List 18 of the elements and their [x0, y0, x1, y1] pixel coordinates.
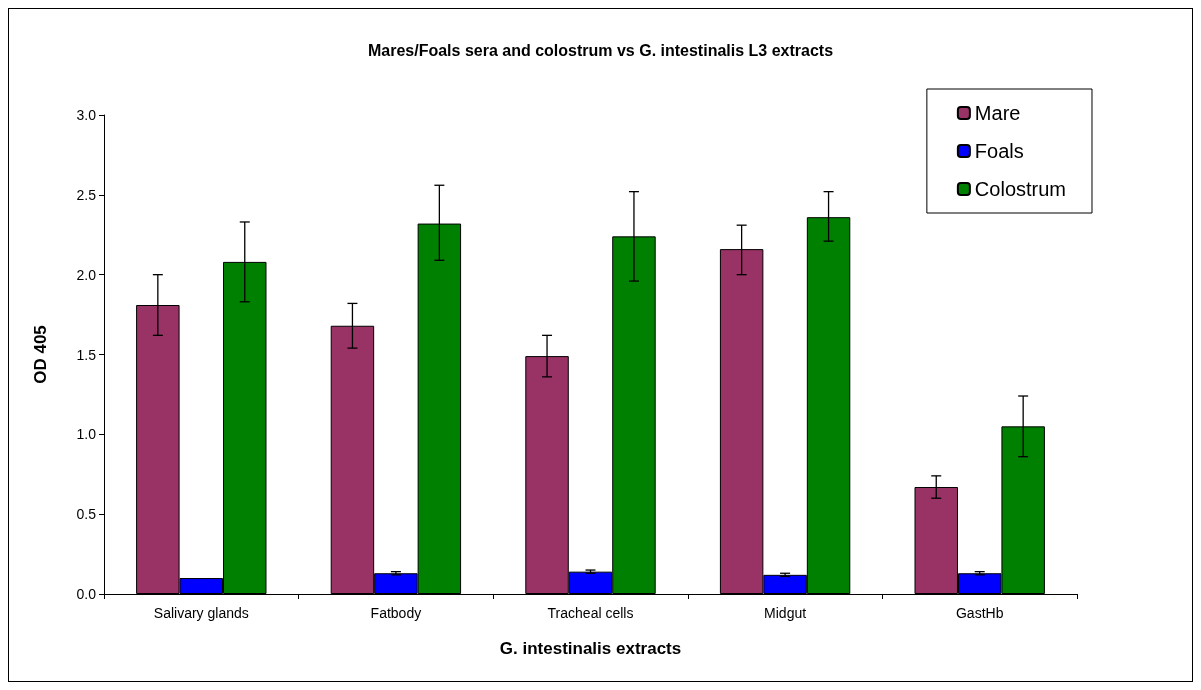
- legend-label: Mare: [974, 102, 1021, 124]
- y-tick-label: 0.0: [76, 586, 97, 602]
- legend-label: Colostrum: [974, 178, 1067, 200]
- y-tick-label: 0.5: [76, 506, 97, 523]
- legend-label: Foals: [974, 140, 1024, 162]
- x-axis-title: G. intestinalis extracts: [499, 639, 682, 658]
- x-tick-label: Tracheal cells: [547, 605, 634, 621]
- x-tick-label: Salivary glands: [153, 605, 249, 621]
- x-tick-label: Midgut: [764, 605, 807, 621]
- chart-title: Mares/Foals sera and colostrum vs G. intestinalis L3 extracts: [367, 41, 834, 59]
- y-tick-label: 3.0: [76, 107, 97, 123]
- x-tick-label: GastHb: [955, 605, 1004, 621]
- x-tick-label: Fatbody: [370, 605, 422, 621]
- y-tick-label: 2.5: [76, 186, 97, 203]
- y-tick-label: 2.0: [76, 266, 97, 283]
- y-tick-label: 1.5: [76, 346, 97, 363]
- y-tick-label: 1.0: [76, 426, 97, 443]
- y-axis-title: OD 405: [31, 325, 50, 384]
